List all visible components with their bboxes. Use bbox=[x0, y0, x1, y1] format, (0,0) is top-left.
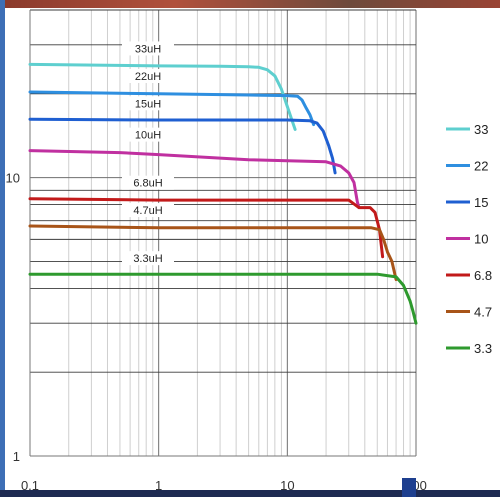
inline-label-background bbox=[122, 41, 174, 56]
legend: 33 22 15 10 6.8 4.7 3.3 bbox=[446, 122, 492, 356]
x-tick-label: 1 bbox=[155, 478, 162, 493]
series-line-4.7 bbox=[28, 224, 398, 282]
inline-label-background bbox=[122, 69, 174, 84]
inline-label-background bbox=[122, 175, 174, 190]
left-decorative-stripe bbox=[0, 0, 5, 497]
inline-label-33: 33uH bbox=[135, 43, 161, 55]
inline-label-10: 10uH bbox=[135, 130, 161, 142]
legend-label-10: 10 bbox=[474, 232, 488, 247]
axes bbox=[29, 10, 416, 457]
legend-label-33: 33 bbox=[474, 122, 488, 137]
legend-label-6.8: 6.8 bbox=[474, 268, 492, 283]
minor-gridlines bbox=[68, 10, 411, 456]
y-tick-label: 10 bbox=[6, 171, 20, 186]
x-tick-label: 0.1 bbox=[21, 478, 39, 493]
bottom-decorative-band bbox=[0, 490, 500, 497]
x-tick-label: 10 bbox=[280, 478, 294, 493]
inline-label-15: 15uH bbox=[135, 98, 161, 110]
series-line-10 bbox=[28, 149, 361, 210]
series-line-33 bbox=[28, 62, 297, 131]
inline-label-background bbox=[122, 127, 174, 142]
inline-label-3.3: 3.3uH bbox=[133, 253, 162, 265]
inline-series-labels: 33uH 22uH 15uH 10uH 6.8uH 4.7uH 3.3uH bbox=[122, 41, 174, 265]
inline-label-background bbox=[122, 96, 174, 111]
inline-label-22: 22uH bbox=[135, 71, 161, 83]
series-line-6.8 bbox=[28, 197, 385, 259]
top-decorative-band bbox=[0, 0, 500, 8]
legend-label-15: 15 bbox=[474, 195, 488, 210]
legend-label-22: 22 bbox=[474, 159, 488, 174]
inline-label-background bbox=[122, 251, 174, 266]
series-line-3.3 bbox=[28, 272, 418, 325]
series-lines bbox=[28, 62, 418, 325]
inline-label-6.8: 6.8uH bbox=[133, 178, 162, 190]
legend-label-4.7: 4.7 bbox=[474, 305, 492, 320]
series-line-22 bbox=[28, 90, 316, 127]
series-line-15 bbox=[28, 117, 337, 175]
page-number-decoration bbox=[474, 477, 494, 493]
inline-label-4.7: 4.7uH bbox=[133, 205, 162, 217]
inline-label-background bbox=[122, 203, 174, 218]
y-tick-label: 1 bbox=[13, 449, 20, 464]
major-gridlines bbox=[29, 9, 417, 457]
corner-decoration bbox=[402, 478, 416, 497]
legend-label-3.3: 3.3 bbox=[474, 341, 492, 356]
